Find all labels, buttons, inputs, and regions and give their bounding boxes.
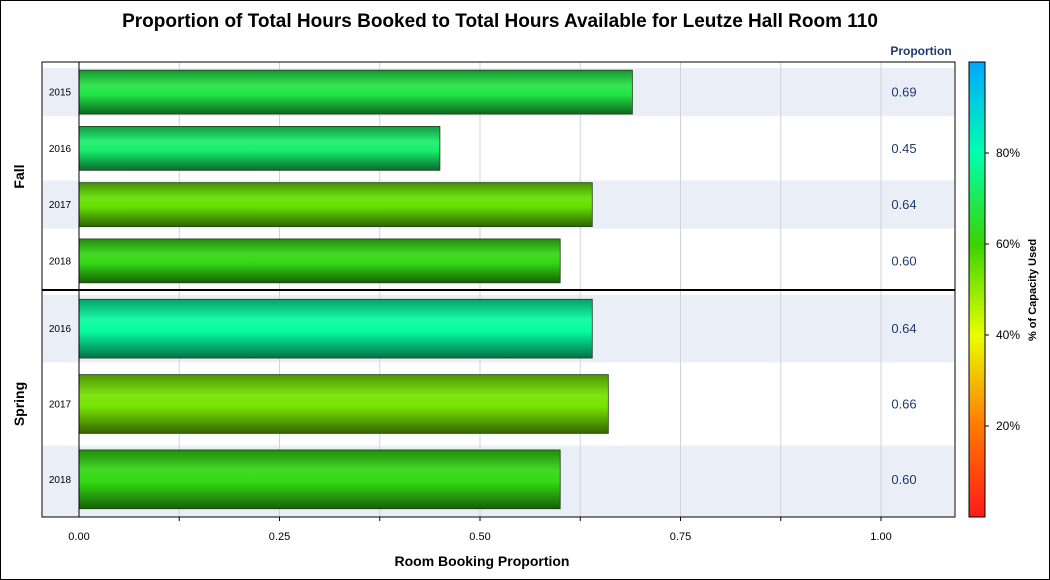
bar-spring-2018 [78,449,561,510]
colorbar-tick-label: 60% [996,237,1020,251]
row-label: 2018 [49,256,72,267]
bar-spring-2017 [78,374,609,434]
chart-title: Proportion of Total Hours Booked to Tota… [122,11,878,32]
row-label: 2018 [49,475,72,486]
colorbar-title: % of Capacity Used [1027,239,1039,341]
colorbar-tick-label: 20% [996,419,1020,433]
bar-fall-2018 [78,238,561,284]
bars [78,69,633,510]
x-tick-label: 0.25 [269,531,290,543]
row-label: 2017 [49,200,72,211]
x-tick-label: 0.50 [469,531,490,543]
x-tick-label: 0.00 [68,531,89,543]
value-label: 0.60 [891,472,916,487]
bar-fall-2016 [78,126,441,171]
value-label: 0.69 [891,85,916,100]
plot-frame [41,61,956,521]
group-label-fall: Fall [11,164,27,188]
x-tick-label: 0.75 [670,531,691,543]
row-label: 2016 [49,324,72,335]
colorbar-gradient [968,61,986,518]
bar-spring-2016 [78,298,593,359]
value-label: 0.66 [891,397,916,412]
row-label: 2015 [49,88,72,99]
x-tick-label: 1.00 [870,531,891,543]
colorbar: 20% 40% 60% 80% [968,61,1020,518]
bar-fall-2015 [78,69,633,115]
row-label: 2017 [49,400,72,411]
value-label: 0.45 [891,141,916,156]
bar-fall-2017 [78,182,593,227]
value-label: 0.60 [891,253,916,268]
proportion-column-header: Proportion [890,44,951,58]
x-axis-title: Room Booking Proportion [395,553,570,569]
colorbar-tick-label: 40% [996,328,1020,342]
labels: Proportion Room Booking Proportion % of … [11,44,1039,569]
colorbar-tick-label: 80% [996,146,1020,160]
group-label-spring: Spring [11,382,27,426]
value-label: 0.64 [891,197,916,212]
value-label: 0.64 [891,321,916,336]
row-label: 2016 [49,144,72,155]
